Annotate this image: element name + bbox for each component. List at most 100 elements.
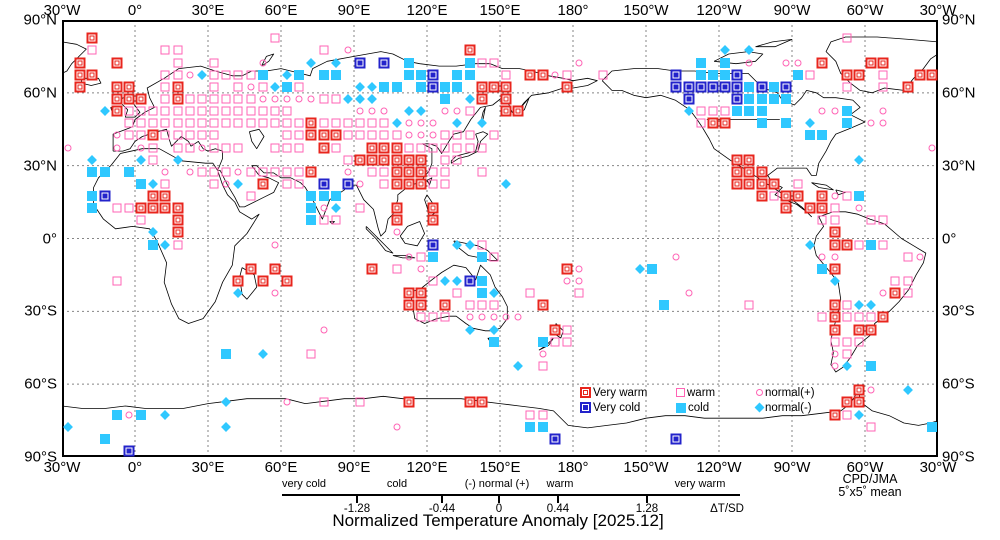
marker-np [222, 180, 230, 188]
marker-np [271, 241, 279, 249]
marker-c [744, 81, 755, 92]
marker-w [221, 70, 231, 80]
scale-tick-value: -0.44 [428, 503, 456, 515]
marker-c [841, 118, 852, 129]
marker-vw [269, 263, 281, 275]
marker-c [403, 69, 414, 80]
marker-w [416, 143, 426, 152]
marker-w [294, 118, 304, 128]
marker-vw [330, 129, 342, 141]
marker-vw [305, 129, 317, 141]
marker-nm [233, 288, 244, 299]
marker-w [830, 215, 840, 225]
marker-vw [865, 324, 877, 335]
lat-label-left: 30°N [23, 157, 57, 175]
marker-w [477, 143, 487, 152]
marker-nm [513, 361, 524, 371]
marker-vw [318, 129, 330, 141]
marker-w [221, 143, 231, 152]
marker-w [842, 33, 852, 43]
marker-vc [683, 93, 695, 105]
marker-np [417, 119, 425, 127]
lon-label-top: 30°W [919, 2, 957, 19]
marker-w [294, 143, 304, 152]
lon-label-top: 90°E [337, 2, 371, 19]
marker-nm [841, 361, 852, 371]
marker-w [392, 130, 402, 140]
marker-vw [257, 275, 269, 287]
marker-vc [670, 81, 682, 93]
marker-vw [549, 324, 561, 335]
marker-c [537, 421, 548, 432]
marker-w [270, 143, 280, 152]
marker-c [221, 348, 232, 359]
marker-w [136, 106, 146, 116]
marker-w [197, 94, 207, 104]
marker-vw [86, 69, 98, 81]
marker-vw [391, 142, 403, 153]
marker-w [173, 45, 183, 55]
marker-w [525, 410, 535, 419]
marker-np [368, 107, 376, 115]
marker-nm [221, 397, 232, 408]
lat-label-right: 90°S [942, 448, 975, 466]
marker-c [537, 336, 548, 347]
marker-nm [476, 118, 487, 129]
marker-w [209, 58, 219, 67]
marker-np [831, 107, 839, 115]
marker-w [355, 118, 365, 128]
marker-vw [707, 117, 719, 129]
marker-w [866, 422, 876, 432]
marker-vw [391, 214, 403, 226]
marker-w [209, 179, 219, 189]
marker-w [258, 106, 268, 116]
marker-c [306, 191, 317, 201]
marker-vw [829, 239, 841, 251]
legend-label: Very cold [593, 401, 641, 414]
marker-np [441, 107, 449, 115]
marker-nm [805, 118, 816, 129]
marker-np [831, 362, 839, 370]
marker-w [209, 118, 219, 128]
marker-vw [111, 93, 123, 105]
marker-np [745, 59, 753, 66]
marker-w [306, 349, 316, 359]
marker-vw [147, 202, 159, 214]
marker-w [246, 167, 256, 177]
marker-nm [196, 69, 207, 80]
marker-w [817, 312, 827, 322]
legend-label: Very warm [593, 386, 648, 399]
lon-label-bottom: 60°E [264, 459, 298, 476]
lon-label-bottom: 30°W [43, 459, 81, 476]
marker-vw [391, 154, 403, 166]
marker-c [282, 81, 293, 92]
marker-w [440, 167, 450, 177]
legend-row: Very cold cold normal(-) [580, 400, 840, 415]
marker-w [246, 94, 256, 104]
marker-vc [670, 433, 682, 445]
marker-c [756, 106, 767, 116]
marker-vw [756, 190, 768, 202]
lon-label-top: 120°W [696, 2, 742, 19]
legend-item-np: normal(+) [756, 387, 840, 399]
marker-vw [865, 57, 877, 68]
marker-vw [172, 81, 184, 93]
marker-nm [415, 106, 426, 116]
marker-w [209, 82, 219, 92]
marker-vw [172, 202, 184, 214]
marker-w [440, 143, 450, 152]
marker-np [137, 144, 145, 151]
marker-np [380, 107, 388, 115]
marker-w [197, 167, 207, 177]
marker-w [258, 118, 268, 128]
marker-w [282, 143, 292, 152]
marker-c [926, 421, 937, 432]
marker-np [393, 228, 401, 236]
marker-np [320, 326, 328, 333]
marker-w [878, 70, 888, 80]
marker-w [209, 167, 219, 177]
marker-w [173, 130, 183, 140]
marker-vw [853, 396, 865, 408]
marker-vw [768, 178, 780, 190]
marker-vw [427, 214, 439, 226]
